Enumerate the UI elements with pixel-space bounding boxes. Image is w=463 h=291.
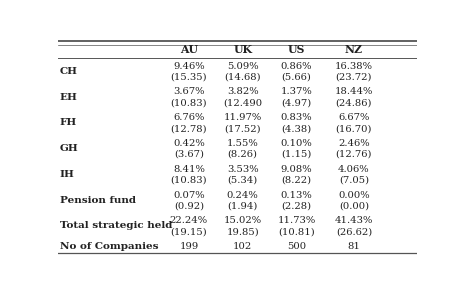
Text: 0.13%: 0.13% bbox=[281, 191, 313, 200]
Text: CH: CH bbox=[60, 67, 78, 76]
Text: (8.22): (8.22) bbox=[282, 175, 312, 184]
Text: US: US bbox=[288, 44, 305, 55]
Text: 0.10%: 0.10% bbox=[281, 139, 313, 148]
Text: (1.94): (1.94) bbox=[227, 201, 258, 210]
Text: (24.86): (24.86) bbox=[336, 98, 372, 107]
Text: (2.28): (2.28) bbox=[282, 201, 312, 210]
Text: GH: GH bbox=[60, 144, 78, 153]
Text: 8.41%: 8.41% bbox=[173, 165, 205, 174]
Text: EH: EH bbox=[60, 93, 77, 102]
Text: AU: AU bbox=[180, 44, 198, 55]
Text: 19.85): 19.85) bbox=[226, 227, 259, 236]
Text: FH: FH bbox=[60, 118, 77, 127]
Text: 16.38%: 16.38% bbox=[335, 62, 373, 71]
Text: 11.97%: 11.97% bbox=[224, 113, 262, 122]
Text: 1.55%: 1.55% bbox=[227, 139, 258, 148]
Text: 18.44%: 18.44% bbox=[335, 88, 373, 96]
Text: (10.83): (10.83) bbox=[170, 98, 207, 107]
Text: 22.24%: 22.24% bbox=[170, 216, 208, 225]
Text: (14.68): (14.68) bbox=[225, 72, 261, 81]
Text: NZ: NZ bbox=[345, 44, 363, 55]
Text: (0.00): (0.00) bbox=[339, 201, 369, 210]
Text: (5.34): (5.34) bbox=[227, 175, 258, 184]
Text: 81: 81 bbox=[347, 242, 360, 251]
Text: 5.09%: 5.09% bbox=[227, 62, 258, 71]
Text: 0.86%: 0.86% bbox=[281, 62, 312, 71]
Text: 6.67%: 6.67% bbox=[338, 113, 369, 122]
Text: (12.78): (12.78) bbox=[170, 124, 207, 133]
Text: 3.82%: 3.82% bbox=[227, 88, 258, 96]
Text: 2.46%: 2.46% bbox=[338, 139, 370, 148]
Text: (10.81): (10.81) bbox=[278, 227, 315, 236]
Text: (17.52): (17.52) bbox=[225, 124, 261, 133]
Text: Total strategic held: Total strategic held bbox=[60, 221, 172, 230]
Text: (26.62): (26.62) bbox=[336, 227, 372, 236]
Text: 3.67%: 3.67% bbox=[173, 88, 205, 96]
Text: 3.53%: 3.53% bbox=[227, 165, 258, 174]
Text: (4.38): (4.38) bbox=[282, 124, 312, 133]
Text: 9.08%: 9.08% bbox=[281, 165, 313, 174]
Text: (5.66): (5.66) bbox=[282, 72, 312, 81]
Text: (8.26): (8.26) bbox=[228, 150, 258, 159]
Text: (12.490: (12.490 bbox=[223, 98, 262, 107]
Text: (16.70): (16.70) bbox=[336, 124, 372, 133]
Text: 102: 102 bbox=[233, 242, 252, 251]
Text: 41.43%: 41.43% bbox=[335, 216, 373, 225]
Text: (1.15): (1.15) bbox=[282, 150, 312, 159]
Text: 15.02%: 15.02% bbox=[224, 216, 262, 225]
Text: (12.76): (12.76) bbox=[336, 150, 372, 159]
Text: Pension fund: Pension fund bbox=[60, 196, 136, 205]
Text: 0.00%: 0.00% bbox=[338, 191, 370, 200]
Text: No of Companies: No of Companies bbox=[60, 242, 158, 251]
Text: (7.05): (7.05) bbox=[339, 175, 369, 184]
Text: UK: UK bbox=[233, 44, 252, 55]
Text: 6.76%: 6.76% bbox=[173, 113, 205, 122]
Text: (3.67): (3.67) bbox=[174, 150, 204, 159]
Text: (15.35): (15.35) bbox=[170, 72, 207, 81]
Text: 4.06%: 4.06% bbox=[338, 165, 370, 174]
Text: 0.83%: 0.83% bbox=[281, 113, 313, 122]
Text: (23.72): (23.72) bbox=[336, 72, 372, 81]
Text: (10.83): (10.83) bbox=[170, 175, 207, 184]
Text: 0.42%: 0.42% bbox=[173, 139, 205, 148]
Text: 9.46%: 9.46% bbox=[173, 62, 205, 71]
Text: 11.73%: 11.73% bbox=[277, 216, 316, 225]
Text: 0.24%: 0.24% bbox=[227, 191, 258, 200]
Text: (4.97): (4.97) bbox=[282, 98, 312, 107]
Text: 1.37%: 1.37% bbox=[281, 88, 313, 96]
Text: 500: 500 bbox=[287, 242, 306, 251]
Text: (19.15): (19.15) bbox=[170, 227, 207, 236]
Text: (0.92): (0.92) bbox=[174, 201, 204, 210]
Text: 0.07%: 0.07% bbox=[173, 191, 205, 200]
Text: 199: 199 bbox=[179, 242, 199, 251]
Text: IH: IH bbox=[60, 170, 75, 179]
